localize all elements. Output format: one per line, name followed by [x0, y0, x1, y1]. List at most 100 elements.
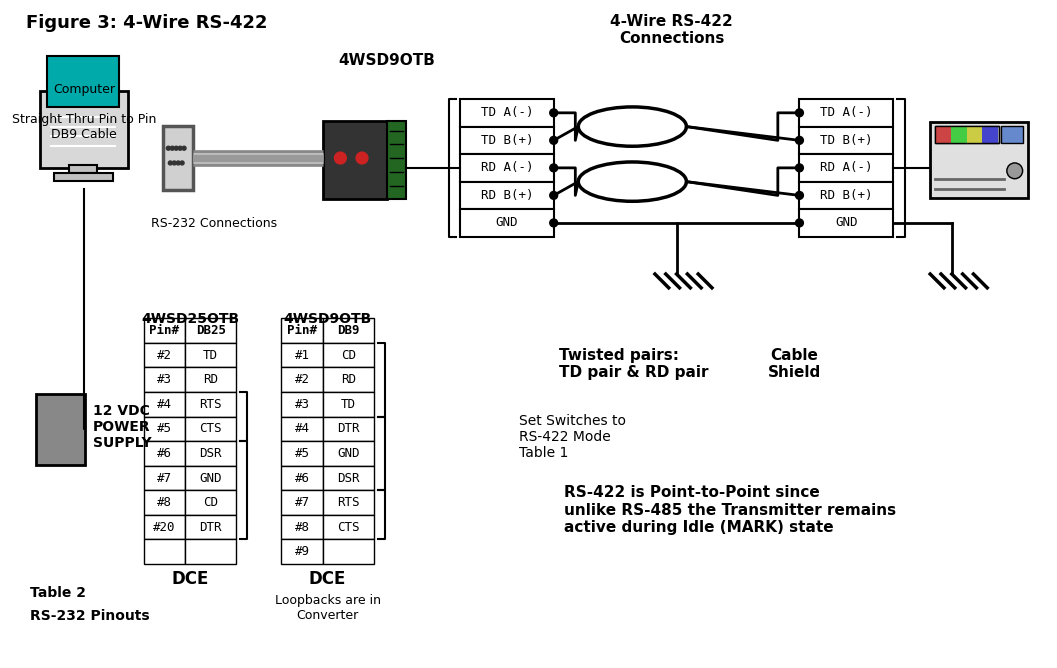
Bar [281, 318, 322, 343]
Circle shape [796, 164, 803, 172]
Circle shape [356, 152, 368, 164]
Text: Computer: Computer [53, 84, 115, 96]
Bar [322, 392, 374, 417]
Bar [935, 126, 999, 144]
Text: RTS: RTS [200, 397, 222, 411]
Circle shape [796, 219, 803, 227]
Text: #2: #2 [156, 349, 172, 361]
Circle shape [172, 161, 177, 165]
Bar [281, 392, 322, 417]
Bar [935, 126, 951, 144]
Text: #7: #7 [295, 496, 310, 509]
Bar [185, 466, 236, 490]
Text: DB9: DB9 [337, 324, 359, 337]
Bar [322, 441, 374, 466]
Bar [281, 466, 322, 490]
Text: TD B(+): TD B(+) [820, 134, 872, 147]
Bar [322, 540, 374, 564]
Text: CD: CD [340, 349, 356, 361]
Text: RD A(-): RD A(-) [481, 162, 533, 174]
Circle shape [177, 161, 180, 165]
Text: CD: CD [203, 496, 218, 509]
Circle shape [550, 136, 558, 144]
Bar [281, 343, 322, 367]
Text: #2: #2 [295, 373, 310, 386]
Bar [322, 466, 374, 490]
Text: #5: #5 [295, 447, 310, 460]
Bar [460, 99, 554, 126]
Bar [164, 126, 193, 190]
Bar [799, 126, 893, 154]
Text: #6: #6 [156, 447, 172, 460]
Bar [144, 367, 185, 392]
Bar [185, 392, 236, 417]
Bar [387, 121, 406, 199]
Bar [460, 209, 554, 236]
Bar [48, 56, 119, 107]
Text: Straight Thru Pin to Pin
DB9 Cable: Straight Thru Pin to Pin DB9 Cable [12, 113, 156, 141]
Bar [185, 367, 236, 392]
Text: RD: RD [340, 373, 356, 386]
Circle shape [796, 136, 803, 144]
Bar [185, 490, 236, 515]
Circle shape [550, 164, 558, 172]
Text: 4-Wire RS-422
Connections: 4-Wire RS-422 Connections [610, 13, 734, 46]
Bar [144, 417, 185, 441]
Text: RD B(+): RD B(+) [481, 189, 533, 202]
Text: DSR: DSR [200, 447, 222, 460]
Bar [144, 490, 185, 515]
Text: DCE: DCE [309, 570, 347, 588]
Bar [185, 441, 236, 466]
Circle shape [550, 109, 558, 117]
Bar [185, 540, 236, 564]
Text: GND: GND [337, 447, 359, 460]
Text: GND: GND [200, 472, 222, 484]
Text: RS-232 Pinouts: RS-232 Pinouts [30, 609, 149, 623]
Text: TD: TD [203, 349, 218, 361]
Bar [1001, 126, 1022, 144]
Bar [185, 318, 236, 343]
Circle shape [182, 146, 186, 150]
Bar [144, 515, 185, 540]
Bar [36, 394, 85, 465]
Text: #20: #20 [153, 520, 175, 534]
Circle shape [180, 161, 184, 165]
Circle shape [170, 146, 174, 150]
Bar [144, 392, 185, 417]
Text: DB25: DB25 [196, 324, 225, 337]
Text: #4: #4 [156, 397, 172, 411]
Circle shape [550, 192, 558, 199]
Text: GND: GND [496, 216, 518, 229]
Circle shape [796, 109, 803, 117]
Bar [185, 417, 236, 441]
Text: GND: GND [835, 216, 857, 229]
Text: #7: #7 [156, 472, 172, 484]
Text: Figure 3: 4-Wire RS-422: Figure 3: 4-Wire RS-422 [25, 13, 267, 31]
Text: RTS: RTS [337, 496, 359, 509]
Text: #3: #3 [156, 373, 172, 386]
Text: #5: #5 [156, 422, 172, 436]
Bar [951, 126, 966, 144]
Text: #8: #8 [295, 520, 310, 534]
Bar [144, 441, 185, 466]
Bar [322, 343, 374, 367]
Text: DTR: DTR [337, 422, 359, 436]
Bar [281, 367, 322, 392]
Text: #3: #3 [295, 397, 310, 411]
Text: 4WSD9OTB: 4WSD9OTB [338, 53, 435, 68]
Bar [54, 173, 113, 180]
Circle shape [550, 219, 558, 227]
Text: TD A(-): TD A(-) [481, 106, 533, 120]
Text: TD A(-): TD A(-) [820, 106, 872, 120]
Bar [281, 441, 322, 466]
Text: RD: RD [203, 373, 218, 386]
Bar [281, 540, 322, 564]
Text: DCE: DCE [171, 570, 208, 588]
Text: Cable
Shield: Cable Shield [767, 348, 821, 380]
Bar [460, 182, 554, 209]
Text: CTS: CTS [337, 520, 359, 534]
Text: Twisted pairs:
TD pair & RD pair: Twisted pairs: TD pair & RD pair [558, 348, 708, 380]
Text: 4WSD25OTB: 4WSD25OTB [141, 313, 239, 327]
Circle shape [179, 146, 182, 150]
Text: #4: #4 [295, 422, 310, 436]
